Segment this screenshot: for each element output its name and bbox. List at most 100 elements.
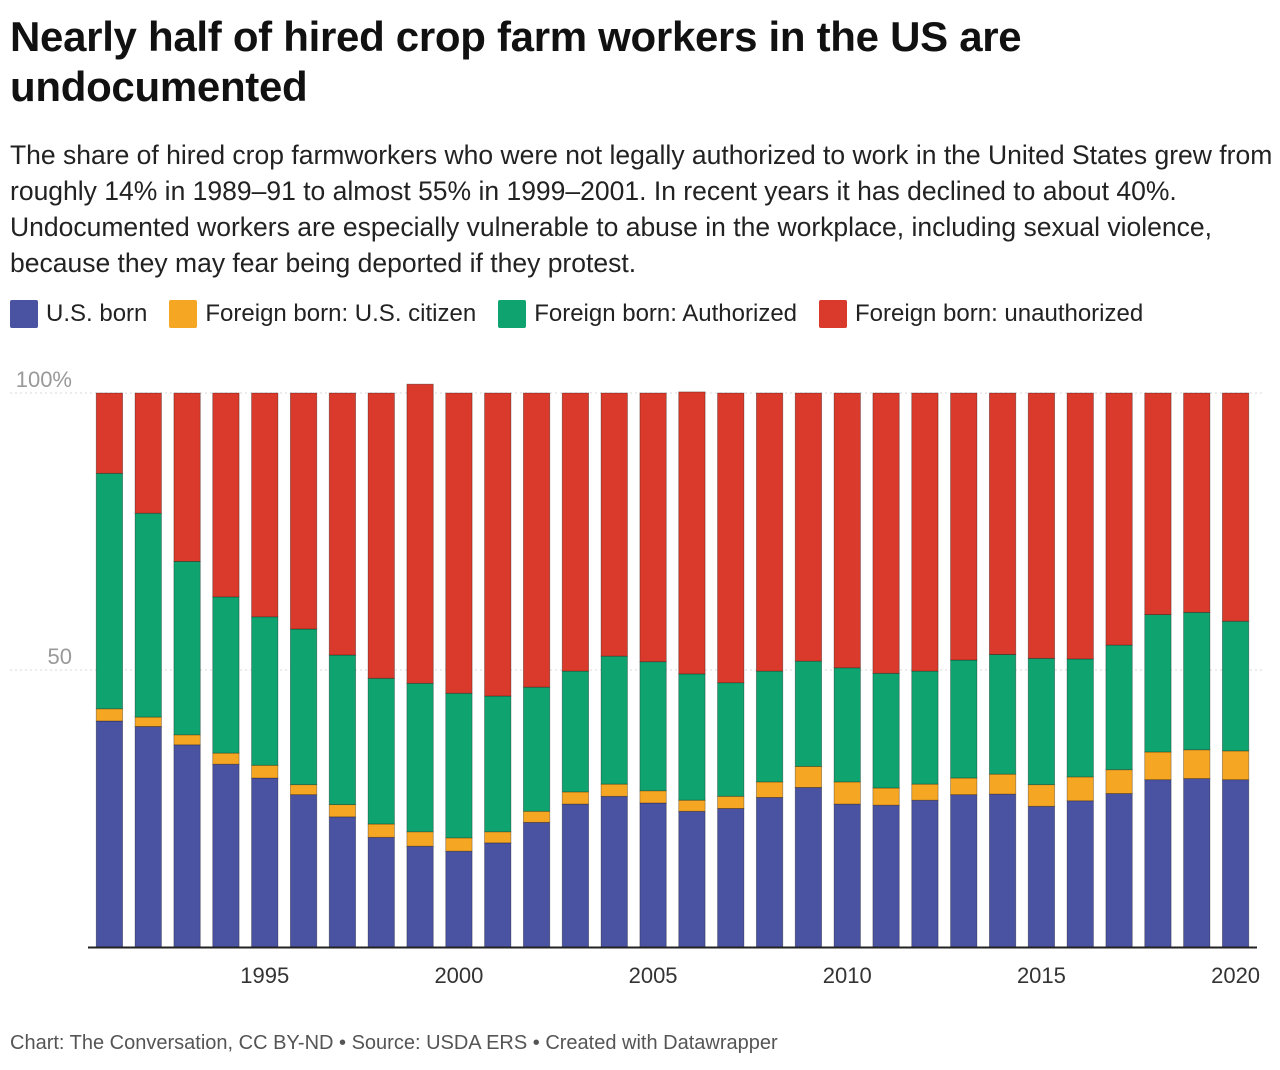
bar-segment-fb-authorized-2015 (1027, 657, 1056, 786)
bar-segment-us-born-2004 (600, 795, 628, 948)
bar-segment-us-born-2003 (561, 803, 590, 948)
bar-segment-us-born-2006 (678, 810, 706, 948)
bar-segment-us-born-2002 (522, 821, 551, 948)
bar-segment-fb-citizen-1994 (212, 752, 240, 765)
bar-segment-fb-unauthorized-2008 (755, 392, 784, 672)
legend-item-fb-citizen: Foreign born: U.S. citizen (169, 300, 476, 328)
bar-segment-us-born-2007 (717, 808, 745, 948)
bar-segment-fb-unauthorized-2000 (445, 392, 473, 694)
bar-segment-fb-citizen-1995 (251, 764, 279, 779)
chart-subtitle: The share of hired crop farmworkers who … (10, 140, 1273, 278)
bar-segment-fb-citizen-2014 (988, 773, 1017, 795)
chart-title: Nearly half of hired crop farm workers i… (10, 13, 1022, 110)
bar-segment-us-born-2014 (988, 793, 1017, 948)
bar-segment-us-born-2012 (911, 799, 939, 948)
bar-segment-fb-authorized-2008 (755, 670, 784, 783)
bar-segment-fb-authorized-2006 (678, 673, 706, 801)
bar-segment-fb-citizen-2013 (950, 777, 978, 796)
bar-segment-fb-unauthorized-1998 (367, 392, 395, 679)
chart-footer: Chart: The Conversation, CC BY-ND • Sour… (10, 1032, 778, 1054)
bar-segment-fb-authorized-2012 (911, 670, 939, 785)
legend-swatch-fb-authorized (498, 300, 527, 328)
bar-segment-fb-unauthorized-1992 (134, 392, 162, 514)
bar-segment-us-born-2001 (484, 842, 512, 948)
bar-segment-fb-unauthorized-2011 (872, 392, 900, 674)
bar-segment-fb-citizen-2006 (678, 799, 706, 812)
bar-segment-fb-citizen-1996 (289, 784, 318, 796)
bar-segment-fb-authorized-2013 (950, 659, 978, 779)
bars (95, 383, 1250, 948)
bar-segment-fb-unauthorized-2001 (484, 392, 512, 697)
bar-segment-fb-authorized-1994 (212, 596, 240, 754)
bar-segment-fb-citizen-2018 (1144, 751, 1172, 781)
bar-segment-fb-unauthorized-1995 (251, 392, 279, 618)
bar-segment-us-born-1998 (367, 836, 395, 948)
bar-segment-fb-citizen-2015 (1027, 784, 1056, 807)
stacked-bar-chart: 100% 50 1995 2000 2005 2010 2015 2020 (10, 370, 1265, 988)
legend-swatch-fb-citizen (169, 300, 198, 328)
bar-segment-fb-citizen-2010 (833, 781, 861, 805)
legend: U.S. born Foreign born: U.S. citizen For… (10, 300, 1143, 328)
bar-segment-fb-authorized-2018 (1144, 614, 1172, 753)
bar-segment-fb-citizen-2020 (1221, 750, 1250, 781)
bar-segment-fb-unauthorized-1994 (212, 392, 240, 598)
bar-segment-fb-authorized-2011 (872, 672, 900, 789)
bar-segment-fb-unauthorized-2010 (833, 392, 861, 669)
legend-label-us-born: U.S. born (46, 300, 148, 327)
bar-segment-fb-citizen-2002 (522, 810, 551, 823)
bar-segment-fb-authorized-1999 (406, 682, 434, 833)
bar-segment-fb-authorized-2000 (445, 692, 473, 839)
bar-segment-us-born-1993 (173, 744, 201, 948)
bar-segment-fb-citizen-2001 (484, 831, 512, 844)
x-tick-label: 2005 (629, 963, 678, 988)
bar-segment-fb-unauthorized-2004 (600, 392, 628, 657)
bar-segment-us-born-2020 (1221, 779, 1250, 948)
legend-item-fb-authorized: Foreign born: Authorized (498, 300, 797, 328)
bar-segment-fb-citizen-2007 (717, 795, 745, 809)
bar-segment-fb-citizen-2008 (755, 781, 784, 798)
bar-segment-fb-authorized-2019 (1183, 611, 1211, 751)
bar-segment-fb-unauthorized-2006 (678, 391, 706, 675)
bar-segment-fb-unauthorized-2016 (1066, 392, 1094, 660)
bar-segment-fb-citizen-1992 (134, 716, 162, 727)
bar-segment-fb-citizen-2016 (1066, 776, 1094, 802)
bar-segment-fb-citizen-1999 (406, 831, 434, 847)
bar-segment-fb-authorized-2017 (1105, 644, 1133, 771)
bar-segment-fb-unauthorized-1996 (289, 392, 318, 630)
bar-segment-fb-citizen-2017 (1105, 769, 1133, 794)
legend-label-fb-citizen: Foreign born: U.S. citizen (205, 300, 477, 327)
legend-swatch-us-born (10, 300, 38, 328)
axes: 100% 50 1995 2000 2005 2010 2015 2020 (16, 370, 1260, 988)
bar-segment-fb-authorized-1995 (251, 616, 279, 766)
legend-label-fb-authorized: Foreign born: Authorized (534, 300, 798, 327)
x-tick-label: 2000 (434, 963, 483, 988)
bar-segment-fb-citizen-2000 (445, 837, 473, 852)
bar-segment-us-born-1996 (289, 794, 318, 948)
x-tick-label: 1995 (240, 963, 289, 988)
bar-segment-fb-authorized-2005 (639, 661, 667, 792)
bar-segment-fb-authorized-2014 (988, 654, 1017, 775)
bar-segment-fb-unauthorized-2018 (1144, 392, 1172, 616)
bar-segment-fb-authorized-1998 (367, 677, 395, 825)
bar-segment-fb-authorized-1997 (328, 654, 357, 806)
bar-segment-fb-citizen-2011 (872, 787, 900, 806)
x-tick-label: 2015 (1017, 963, 1066, 988)
bar-segment-us-born-2019 (1183, 778, 1211, 948)
bar-segment-fb-unauthorized-2002 (522, 392, 551, 688)
bar-segment-fb-unauthorized-2020 (1221, 392, 1250, 622)
bar-segment-fb-unauthorized-2013 (950, 392, 978, 661)
bar-segment-us-born-1997 (328, 816, 357, 948)
bar-segment-us-born-2011 (872, 804, 900, 948)
bar-segment-fb-unauthorized-1997 (328, 392, 357, 656)
bar-segment-fb-citizen-2009 (794, 765, 823, 788)
bar-segment-us-born-1995 (251, 777, 279, 948)
gridlines (10, 392, 1265, 671)
bar-segment-us-born-2008 (755, 797, 784, 948)
bar-segment-us-born-1992 (134, 726, 162, 948)
y-tick-label: 100% (16, 370, 72, 392)
bar-segment-fb-citizen-2005 (639, 790, 667, 804)
bar-segment-fb-authorized-2009 (794, 660, 823, 767)
bar-segment-us-born-1999 (406, 845, 434, 948)
bar-segment-fb-unauthorized-1999 (406, 383, 434, 684)
bar-segment-fb-authorized-1993 (173, 561, 201, 736)
